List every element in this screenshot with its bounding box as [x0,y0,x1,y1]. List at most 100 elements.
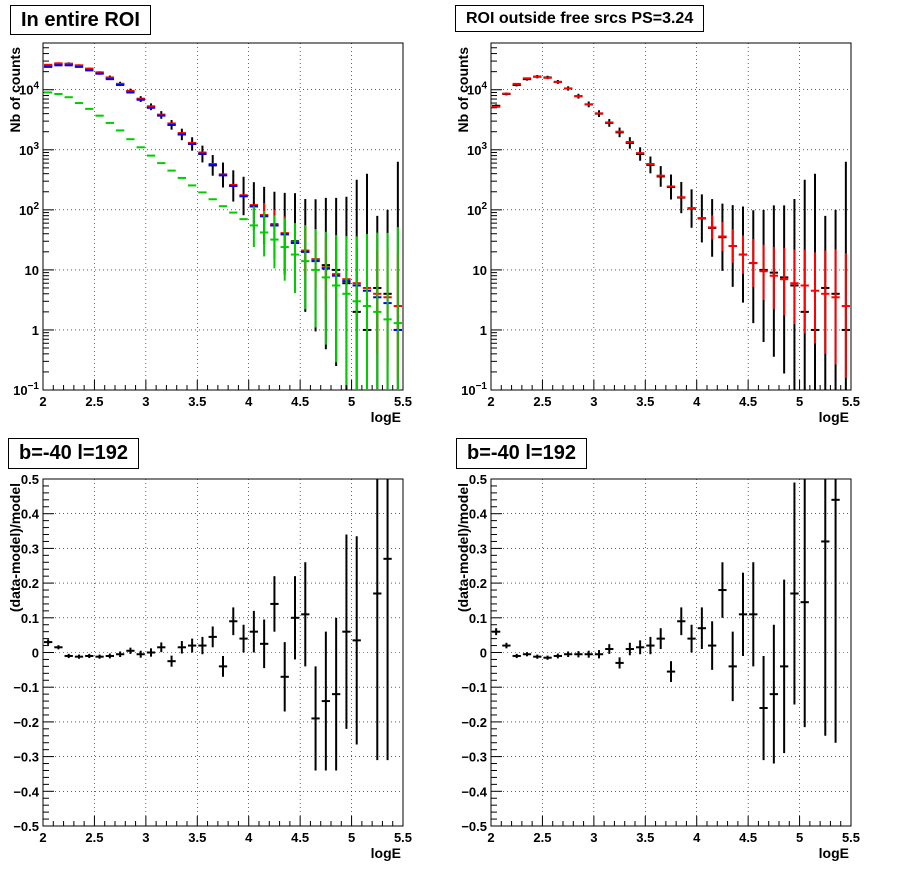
point-total_model [738,235,748,274]
title-top-left: In entire ROI [10,5,151,35]
point-data [831,479,840,743]
y-tick-label: 0.4 [21,507,40,522]
y-tick-label: 102 [467,201,487,218]
point-data [708,621,717,670]
point-diffuse [311,229,320,328]
point-data [198,636,207,655]
point-total_model [759,244,768,301]
point-diffuse [260,210,269,257]
x-tick-label: 4.5 [739,830,757,845]
y-tick-label: −0.5 [13,819,39,834]
point-data [85,653,94,659]
point-data [615,657,624,669]
point-data [543,655,552,660]
series-total_model [492,75,850,379]
point-data [564,651,573,658]
point-diffuse [352,236,361,390]
point-total_model [841,253,850,379]
y-tick-label: −0.3 [461,750,487,765]
title-bottom-left: b=-40 l=192 [8,438,139,469]
point-data [492,628,501,636]
point-data [728,631,737,702]
y-tick-label: 10−1 [461,381,487,398]
x-tick-label: 4.5 [739,394,757,409]
point-data [502,642,511,649]
plot-frame [42,42,404,391]
y-tick-label: 1 [32,323,39,338]
y-tick-label: 0.5 [21,472,39,487]
series-data [492,479,840,764]
series-other_model [44,64,402,331]
x-tick-label: 4 [693,394,701,409]
point-data [594,650,604,659]
point-data [533,654,542,659]
x-axis-title: logE [819,409,849,425]
panel-top-left: 2 2.5 3 3.5 4 4.5 5 5.5 10−1 1 10 102 103 104 logE Nb o… [7,42,412,425]
x-tick-label: 3 [590,830,597,845]
x-tick-label: 5 [348,830,355,845]
point-data [157,642,166,653]
point-diffuse [383,232,392,390]
y-tick-label: 0.2 [469,576,487,591]
point-data [260,619,269,669]
point-data [218,655,228,677]
point-data [687,624,696,653]
point-total_model [821,250,830,354]
x-tick-label: 5 [348,394,355,409]
x-tick-label: 2.5 [533,830,551,845]
point-data [208,626,217,648]
y-tick-label: −0.5 [461,819,487,834]
point-total_model [728,229,737,263]
point-diffuse [321,231,330,345]
point-data [54,645,63,650]
point-total_model [831,249,840,365]
point-total_model [800,249,809,334]
gridlines [43,43,403,390]
point-data [656,628,665,650]
point-diffuse [301,225,310,310]
point-data [759,655,768,761]
point-data [749,562,758,667]
point-data [167,655,176,667]
point-total_model [749,239,758,288]
point-diffuse [290,223,300,293]
panel-top-right: 2 2.5 3 3.5 4 4.5 5 5.5 10−1 1 10 102 103 104 logE Nb o… [455,42,860,425]
point-data [697,607,706,650]
point-data [553,653,562,659]
x-tick-label: 2 [487,394,494,409]
point-diffuse [270,215,279,269]
point-data [249,610,258,653]
y-tick-label: 104 [467,81,487,98]
point-total_model [708,215,717,240]
gridlines [43,479,403,826]
x-tick-label: 3.5 [636,830,654,845]
point-total_model [780,247,789,316]
y-tick-label: 102 [19,201,39,218]
y-tick-label: 0.2 [21,576,39,591]
y-tick-label: 0.4 [469,507,488,522]
x-tick-label: 3 [142,394,149,409]
y-tick-label: 0.3 [469,541,487,556]
x-tick-label: 5 [796,830,803,845]
x-tick-label: 3 [142,830,149,845]
point-data [270,576,279,632]
y-tick-label: 1 [480,323,487,338]
plot-frame [490,42,852,391]
point-diffuse [332,235,341,363]
point-data [321,631,330,771]
y-tick-label: 0.3 [21,541,39,556]
gridlines [491,479,851,826]
point-data [646,636,655,655]
point-data [373,479,382,761]
y-tick-label: −0.1 [461,680,487,695]
point-data [352,536,361,745]
gridlines [491,43,851,390]
point-data [790,482,799,705]
point-data [332,617,341,771]
point-data [769,624,778,764]
point-data [383,479,392,761]
x-axis-title: logE [371,409,401,425]
point-diffuse [373,232,382,390]
x-tick-label: 5.5 [842,830,860,845]
point-data [311,666,320,771]
